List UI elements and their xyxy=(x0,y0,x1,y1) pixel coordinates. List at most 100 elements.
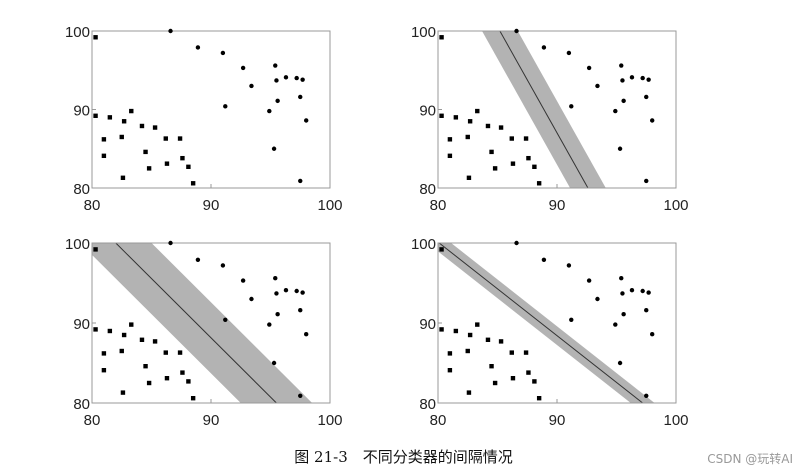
square-point xyxy=(510,161,516,166)
y-tick-label: 90 xyxy=(419,103,436,120)
x-tick-label: 90 xyxy=(203,412,220,429)
dot-point xyxy=(271,146,277,151)
dot-point xyxy=(644,393,649,398)
square-point xyxy=(509,136,514,141)
dot-point xyxy=(195,257,201,262)
square-point xyxy=(536,396,542,401)
dot-point xyxy=(644,94,649,100)
square-point xyxy=(190,396,196,401)
dot-point xyxy=(620,291,625,296)
dot-point xyxy=(621,98,626,104)
dot-point xyxy=(283,288,289,293)
dot-point xyxy=(273,276,278,281)
square-point xyxy=(466,390,472,395)
square-point xyxy=(129,108,134,114)
separating-line xyxy=(115,243,277,403)
square-point xyxy=(447,137,453,142)
y-tick-label: 80 xyxy=(419,181,436,198)
dot-point xyxy=(274,291,279,296)
square-point xyxy=(475,322,480,327)
square-point xyxy=(93,113,98,118)
square-point xyxy=(489,149,494,155)
square-point xyxy=(466,175,472,180)
dot-point xyxy=(168,28,173,34)
square-point xyxy=(186,164,191,170)
dot-point xyxy=(595,83,600,89)
square-point xyxy=(186,379,191,384)
dot-point xyxy=(644,178,649,184)
square-point xyxy=(465,348,470,354)
y-tick-label: 90 xyxy=(73,103,90,120)
y-tick-label: 100 xyxy=(65,24,90,41)
dot-point xyxy=(249,296,254,302)
square-point xyxy=(180,370,185,375)
dot-point xyxy=(240,65,246,71)
dot-point xyxy=(629,288,635,293)
dot-point xyxy=(629,75,635,80)
dot-point xyxy=(595,296,600,302)
dot-point xyxy=(569,104,574,109)
dot-point xyxy=(294,75,299,81)
dot-point xyxy=(267,322,272,327)
x-tick-label: 80 xyxy=(430,412,447,429)
square-point xyxy=(93,327,98,332)
square-point xyxy=(439,247,444,252)
dot-point xyxy=(541,257,547,262)
square-point xyxy=(439,327,444,332)
square-point xyxy=(139,123,145,129)
dot-point xyxy=(271,360,277,366)
dot-point xyxy=(300,77,305,82)
y-tick-label: 90 xyxy=(419,316,436,333)
chart-panel-4: 80 90 100 80 90 100 xyxy=(411,236,689,429)
dot-point xyxy=(267,108,272,114)
x-tick-label: 80 xyxy=(84,197,101,214)
square-point xyxy=(532,379,537,384)
x-tick-label: 100 xyxy=(317,412,342,429)
square-point xyxy=(143,364,148,369)
dot-point xyxy=(621,312,626,317)
y-tick-label: 100 xyxy=(411,24,436,41)
square-point xyxy=(120,175,126,180)
square-point xyxy=(526,155,531,161)
square-point xyxy=(107,115,113,120)
square-point xyxy=(146,380,152,386)
dot-point xyxy=(298,393,303,398)
dot-point xyxy=(304,332,309,337)
square-point xyxy=(146,166,152,171)
square-point xyxy=(101,137,107,142)
dot-point xyxy=(644,308,649,313)
square-point xyxy=(523,136,529,141)
chart-panel-2: 80 90 100 80 90 100 xyxy=(411,24,689,214)
dot-point xyxy=(619,276,624,281)
dot-point xyxy=(240,278,246,283)
square-point xyxy=(467,332,473,338)
dot-point xyxy=(640,75,645,81)
dot-point xyxy=(514,28,519,34)
square-point xyxy=(180,155,185,161)
square-point xyxy=(526,370,531,375)
square-point xyxy=(447,153,453,159)
dot-point xyxy=(275,312,280,317)
dot-point xyxy=(646,290,651,295)
dot-point xyxy=(617,146,623,151)
square-point xyxy=(152,125,158,130)
plot-frame xyxy=(91,30,331,189)
square-point xyxy=(536,181,542,186)
x-tick-label: 100 xyxy=(663,412,688,429)
dot-point xyxy=(620,78,625,83)
x-tick-label: 100 xyxy=(317,197,342,214)
x-tick-label: 90 xyxy=(203,197,220,214)
dot-point xyxy=(220,50,226,56)
square-point xyxy=(532,164,537,170)
square-point xyxy=(101,368,107,373)
square-point xyxy=(447,351,453,356)
square-point xyxy=(121,119,127,124)
dot-point xyxy=(613,108,618,114)
dot-point xyxy=(613,322,618,327)
dot-point xyxy=(298,94,303,100)
y-tick-label: 80 xyxy=(73,181,90,198)
square-point xyxy=(485,337,491,342)
margin-band xyxy=(438,243,655,403)
separating-line xyxy=(499,31,589,188)
square-point xyxy=(453,115,459,120)
